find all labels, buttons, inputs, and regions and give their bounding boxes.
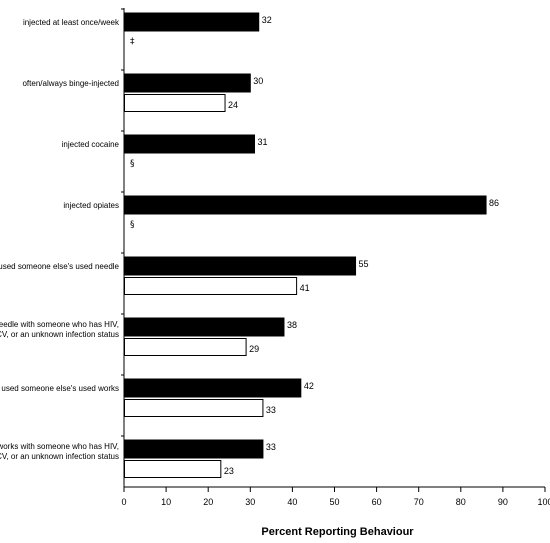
data-label-series-1: 42	[304, 381, 314, 391]
bar-series-1	[123, 134, 256, 154]
data-label-series-2: 33	[266, 405, 276, 415]
x-tick-label: 80	[456, 497, 466, 507]
bar-series-2	[124, 94, 226, 112]
x-axis-title: Percent Reporting Behaviour	[261, 526, 414, 538]
data-label-series-1: 32	[262, 15, 272, 25]
x-tick-label: 50	[329, 497, 339, 507]
bar-series-1	[123, 256, 357, 276]
bar-series-2	[124, 460, 222, 478]
category-label-line: HCV, or an unknown infection status	[0, 452, 119, 461]
category-label-line: used someone else's used works	[1, 384, 119, 393]
x-tick-label: 90	[498, 497, 508, 507]
data-label-series-1: 38	[287, 320, 297, 330]
x-tick-label: 40	[287, 497, 297, 507]
data-label-series-1: 55	[359, 259, 369, 269]
data-label-series-1: 33	[266, 442, 276, 452]
category-label-line: shared a needle with someone who has HIV…	[0, 320, 119, 329]
bars-layer	[123, 12, 487, 478]
bar-series-1	[123, 12, 260, 32]
bar-series-2	[124, 338, 247, 356]
data-label-series-2: 29	[249, 344, 259, 354]
x-tick-label: 0	[121, 497, 126, 507]
x-axis: 0 10 20 30 40 50 60 70 80 90 100	[121, 8, 550, 507]
category-label-line: injected opiates	[63, 201, 119, 210]
bar-series-1	[123, 195, 487, 215]
category-label: shared a needle with someone who has HIV…	[0, 320, 119, 339]
category-label-line: injected at least once/week	[23, 18, 120, 27]
data-label-series-2: 23	[224, 466, 234, 476]
category-label-line: injected cocaine	[62, 140, 120, 149]
bar-series-2	[124, 399, 264, 417]
data-label-series-2: 41	[300, 283, 310, 293]
bar-series-1	[123, 73, 251, 93]
x-tick-label: 70	[414, 497, 424, 507]
x-tick-label: 100	[537, 497, 550, 507]
category-label: often/always binge-injected	[22, 79, 119, 88]
bar-series-1	[123, 439, 264, 459]
x-tick-label: 30	[245, 497, 255, 507]
category-label-line: shared works with someone who has HIV,	[0, 442, 119, 451]
missing-data-marker: §	[130, 159, 135, 169]
data-label-series-1: 30	[253, 76, 263, 86]
category-label: used someone else's used needle	[0, 262, 120, 271]
x-tick-label: 60	[372, 497, 382, 507]
category-label: used someone else's used works	[1, 384, 119, 393]
missing-data-marker: ‡	[130, 37, 135, 47]
category-label: injected opiates	[63, 201, 119, 210]
bar-series-2	[124, 277, 298, 295]
category-label: injected at least once/week	[23, 18, 120, 27]
bar-series-1	[123, 317, 285, 337]
category-label: injected cocaine	[62, 140, 120, 149]
missing-data-marker: §	[130, 220, 135, 230]
bar-series-1	[123, 378, 302, 398]
x-tick-label: 20	[203, 497, 213, 507]
data-label-series-1: 86	[489, 198, 499, 208]
category-label: shared works with someone who has HIV,HC…	[0, 442, 119, 461]
category-label-line: often/always binge-injected	[22, 79, 119, 88]
labels-layer: injected at least once/week 32 ‡ often/alwa…	[0, 15, 499, 476]
x-tick-label: 10	[161, 497, 171, 507]
category-label-line: used someone else's used needle	[0, 262, 120, 271]
data-label-series-2: 24	[228, 100, 238, 110]
category-label-line: HCV, or an unknown infection status	[0, 330, 119, 339]
data-label-series-1: 31	[258, 137, 268, 147]
